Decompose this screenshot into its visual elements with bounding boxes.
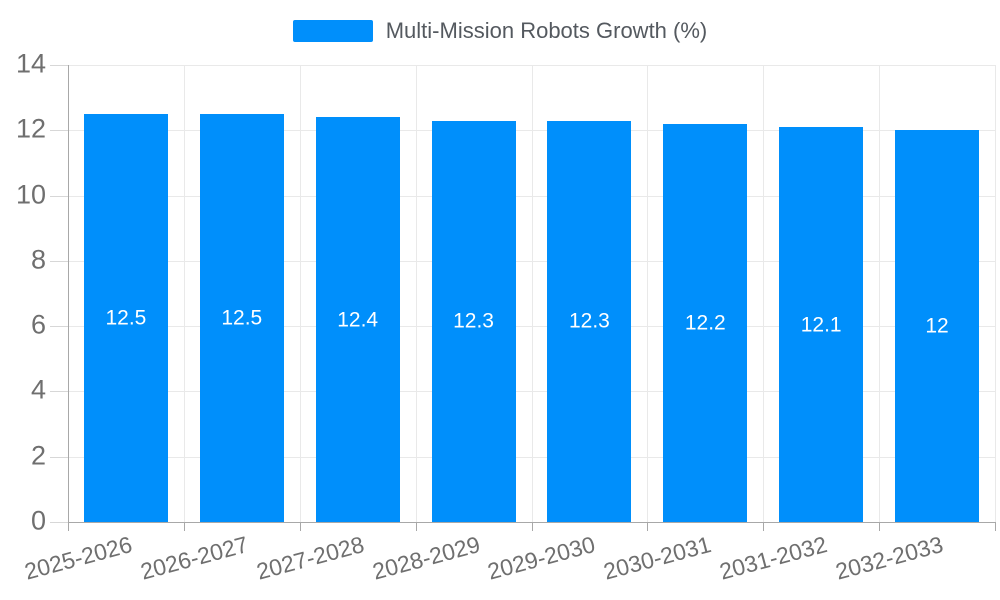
y-axis-tick-label: 12 — [15, 113, 46, 144]
x-axis-tick-label: 2027-2028 — [253, 531, 367, 585]
y-axis-tick — [50, 65, 68, 66]
y-axis-tick-label: 2 — [30, 440, 46, 471]
bar-2026-2027[interactable]: 12.5 — [199, 113, 284, 522]
bar-2032-2033[interactable]: 12 — [895, 130, 980, 522]
legend[interactable]: Multi-Mission Robots Growth (%) — [0, 18, 1000, 44]
bar-2025-2026[interactable]: 12.5 — [83, 113, 168, 522]
bar-value-label: 12.5 — [221, 306, 263, 330]
bar-value-label: 12 — [925, 314, 949, 338]
x-axis-tick — [763, 523, 765, 531]
y-axis-tick — [50, 391, 68, 393]
v-gridline — [183, 65, 185, 522]
y-axis-tick — [50, 522, 68, 523]
x-axis-tick-label: 2029-2030 — [485, 531, 599, 585]
bar-value-label: 12.1 — [800, 313, 842, 337]
bar-2029-2030[interactable]: 12.3 — [547, 120, 632, 522]
v-gridline — [531, 65, 533, 522]
y-axis-tick — [50, 326, 68, 328]
bar-2031-2032[interactable]: 12.1 — [779, 127, 864, 522]
x-axis-tick-label: 2031-2032 — [716, 531, 830, 585]
x-axis-tick-label: 2028-2029 — [369, 531, 483, 585]
x-axis-tick — [68, 523, 69, 531]
y-axis-tick — [50, 456, 68, 458]
bar-value-label: 12.2 — [684, 311, 726, 335]
v-gridline — [299, 65, 301, 522]
x-axis-tick — [647, 523, 649, 531]
y-axis-tick-label: 0 — [30, 505, 46, 536]
x-axis-tick — [995, 523, 996, 531]
v-gridline — [415, 65, 417, 522]
x-axis-tick-label: 2026-2027 — [137, 531, 251, 585]
y-axis-tick-label: 6 — [30, 309, 46, 340]
bar-value-label: 12.3 — [453, 309, 494, 333]
bar-value-label: 12.4 — [337, 308, 379, 332]
bar-2028-2029[interactable]: 12.3 — [431, 120, 516, 522]
x-axis-tick — [415, 523, 417, 531]
x-axis-tick-label: 2030-2031 — [601, 531, 715, 585]
legend-marker — [292, 20, 373, 42]
bar-value-label: 12.3 — [568, 309, 610, 333]
y-axis-tick — [50, 260, 68, 262]
v-gridline — [763, 65, 765, 522]
bar-value-label: 12.5 — [105, 306, 147, 330]
x-axis-tick — [531, 523, 533, 531]
x-axis-line — [68, 522, 996, 523]
v-gridline — [995, 65, 996, 522]
y-axis-line — [68, 65, 69, 531]
y-axis-tick-label: 4 — [30, 374, 46, 405]
plot-area: 12.5 12.5 12.4 12.3 12.3 12.2 12.1 12 — [68, 65, 996, 523]
legend-label: Multi-Mission Robots Growth (%) — [385, 18, 708, 43]
v-gridline — [879, 65, 881, 522]
y-axis-tick-label: 14 — [15, 48, 46, 79]
x-axis-tick — [299, 523, 301, 531]
x-axis-tick-label: 2025-2026 — [21, 531, 135, 585]
x-axis-tick — [183, 523, 185, 531]
bar-2027-2028[interactable]: 12.4 — [315, 117, 400, 522]
v-gridline — [647, 65, 649, 522]
x-axis-tick — [879, 523, 881, 531]
y-axis-tick — [50, 130, 68, 132]
x-axis-tick-label: 2032-2033 — [832, 531, 946, 585]
y-axis-tick — [50, 195, 68, 197]
y-axis-tick-label: 8 — [30, 244, 46, 275]
bar-2030-2031[interactable]: 12.2 — [663, 123, 748, 522]
y-axis-tick-label: 10 — [15, 178, 46, 209]
